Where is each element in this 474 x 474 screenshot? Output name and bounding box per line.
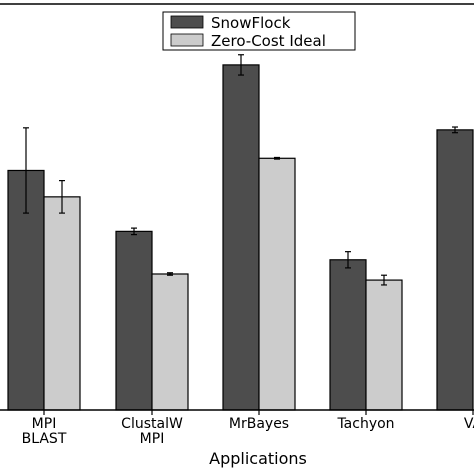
bar-snowflock-tachyon — [329, 259, 367, 411]
x-tick-label-mrbayes: MrBayes — [229, 416, 289, 432]
bar-snowflock-va — [436, 129, 474, 411]
x-tick-label-mpi-blast-1: MPI — [32, 416, 57, 432]
error-bar-zero-cost-ideal-tachyon — [381, 274, 387, 286]
bar-zero-cost-ideal-tachyon — [365, 279, 403, 411]
bar-snowflock-mrbayes — [222, 64, 260, 411]
bar-zero-cost-ideal-clustalw-mpi — [151, 273, 189, 411]
legend-swatch-zero-cost-ideal — [170, 33, 204, 47]
bar-zero-cost-ideal-mpi-blast — [43, 196, 81, 411]
error-bar-snowflock-clustalw-mpi — [131, 227, 137, 236]
legend-label-snowflock: SnowFlock — [211, 14, 291, 32]
error-bar-zero-cost-ideal-clustalw-mpi — [167, 272, 173, 276]
error-bar-zero-cost-ideal-mrbayes — [274, 156, 280, 160]
legend-label-zero-cost-ideal: Zero-Cost Ideal — [211, 32, 326, 50]
error-bar-zero-cost-ideal-mpi-blast — [59, 180, 65, 214]
error-bar-snowflock-mrbayes — [238, 54, 244, 76]
x-tick-label-va: VA — [464, 416, 474, 432]
legend-swatch-snowflock — [170, 15, 204, 29]
x-axis-label: Applications — [209, 449, 307, 468]
x-tick-label-clustalw-mpi-1: ClustalW — [121, 416, 183, 432]
legend: SnowFlock Zero-Cost Ideal — [162, 11, 356, 51]
x-tick-label-clustalw-mpi-2: MPI — [140, 431, 165, 447]
error-bar-snowflock-mpi-blast — [23, 127, 29, 214]
x-tick-label-mpi-blast-2: BLAST — [22, 431, 67, 447]
bar-snowflock-clustalw-mpi — [115, 230, 153, 411]
x-tick-label-tachyon: Tachyon — [336, 416, 394, 432]
bars-layer — [7, 64, 474, 411]
error-bars-layer — [23, 54, 458, 286]
axes-layer — [0, 3, 474, 411]
error-bar-snowflock-tachyon — [345, 251, 351, 269]
bar-zero-cost-ideal-mrbayes — [258, 157, 296, 411]
error-bar-snowflock-va — [452, 126, 458, 134]
